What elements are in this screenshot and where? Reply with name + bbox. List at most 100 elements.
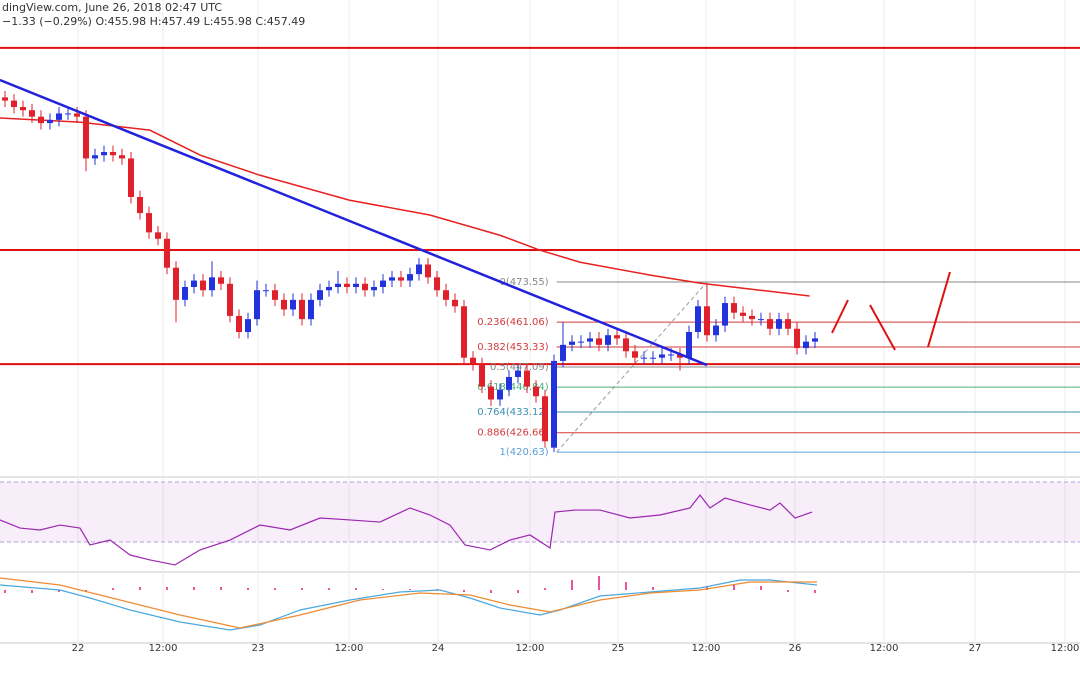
- macd-signal-line: [0, 577, 817, 629]
- fib-label: 0.236(461.06): [477, 317, 549, 328]
- candle-body: [371, 286, 378, 291]
- candle-body: [560, 344, 567, 361]
- candle-body: [641, 357, 648, 359]
- candle-body: [470, 357, 477, 365]
- candle-body: [335, 283, 342, 287]
- candle-body: [92, 155, 99, 159]
- candle-body: [398, 277, 405, 281]
- candle-body: [380, 280, 387, 287]
- x-tick-label: 12:00: [692, 643, 721, 654]
- candle-body: [452, 299, 459, 307]
- fib-label: 0.618(440.84): [477, 382, 549, 393]
- x-tick-label: 12:00: [516, 643, 545, 654]
- rsi-line: [0, 494, 813, 566]
- candle-body: [110, 152, 117, 156]
- x-tick-label: 27: [969, 643, 982, 654]
- candle-body: [74, 113, 81, 117]
- candle-body: [461, 306, 468, 358]
- candle-body: [128, 158, 135, 198]
- projection-stroke: [927, 271, 951, 348]
- candle-body: [2, 97, 9, 101]
- x-tick-label: 26: [789, 643, 802, 654]
- projection-strokes: [831, 271, 951, 351]
- moving-average: [0, 117, 810, 297]
- header-quote: −1.33 (−0.29%) O:455.98 H:457.49 L:455.9…: [2, 15, 305, 28]
- candle-body: [425, 264, 432, 278]
- candle-body: [173, 267, 180, 300]
- candle-body: [515, 370, 522, 377]
- fib-anchor: [556, 281, 708, 453]
- candle-body: [776, 319, 783, 329]
- x-tick-label: 12:00: [1051, 643, 1080, 654]
- x-tick-label: 24: [432, 643, 445, 654]
- candle-body: [704, 306, 711, 336]
- candle-body: [731, 303, 738, 313]
- candle-body: [344, 283, 351, 287]
- candle-body: [20, 107, 27, 111]
- candle-body: [83, 116, 90, 159]
- candle-body: [254, 290, 261, 320]
- candle-body: [416, 264, 423, 275]
- macd-line: [0, 579, 818, 631]
- candle-body: [434, 277, 441, 291]
- candle-body: [524, 370, 531, 387]
- candle-body: [479, 364, 486, 387]
- candle-body: [164, 238, 171, 268]
- candle-body: [38, 116, 45, 124]
- candle-body: [191, 280, 198, 287]
- candle-body: [47, 119, 54, 124]
- candle-body: [281, 299, 288, 310]
- candle-body: [587, 338, 594, 342]
- candle-body: [362, 283, 369, 291]
- candle-body: [155, 232, 162, 239]
- candle-body: [695, 306, 702, 332]
- candle-body: [812, 338, 819, 342]
- candle-body: [551, 360, 558, 448]
- candle-body: [605, 335, 612, 345]
- candle-body: [578, 341, 585, 343]
- candle-body: [722, 303, 729, 326]
- candle-body: [29, 110, 36, 117]
- projection-stroke: [831, 299, 849, 334]
- candle-body: [650, 357, 657, 359]
- candle-body: [119, 155, 126, 159]
- candle-body: [272, 290, 279, 300]
- candle-body: [803, 341, 810, 349]
- candle-body: [326, 286, 333, 291]
- candle-body: [200, 280, 207, 291]
- candle-body: [623, 338, 630, 352]
- x-tick-label: 23: [252, 643, 265, 654]
- x-tick-label: 22: [72, 643, 85, 654]
- candle-body: [146, 213, 153, 233]
- trendline: [0, 78, 708, 367]
- candle-body: [542, 396, 549, 442]
- candle-body: [11, 100, 18, 108]
- candle-body: [65, 113, 72, 115]
- candle-body: [677, 354, 684, 358]
- candle-body: [245, 319, 252, 332]
- candle-body: [389, 277, 396, 281]
- candle-body: [785, 319, 792, 329]
- candle-body: [686, 331, 693, 358]
- candle-body: [218, 277, 225, 284]
- fib-label: 0.886(426.66): [477, 428, 549, 439]
- candle-body: [353, 283, 360, 287]
- candle-body: [182, 286, 189, 300]
- candle-body: [767, 319, 774, 329]
- candle-body: [614, 335, 621, 339]
- candle-body: [488, 386, 495, 400]
- candle-body: [668, 354, 675, 356]
- candle-body: [263, 290, 270, 292]
- candle-body: [308, 299, 315, 320]
- candle-body: [758, 319, 765, 321]
- candle-body: [137, 197, 144, 214]
- fib-label: 0.764(433.12): [477, 407, 549, 418]
- candle-body: [317, 290, 324, 300]
- candle-body: [497, 389, 504, 400]
- candle-body: [659, 354, 666, 358]
- candle-body: [569, 341, 576, 345]
- candle-body: [443, 290, 450, 300]
- candle-body: [794, 328, 801, 349]
